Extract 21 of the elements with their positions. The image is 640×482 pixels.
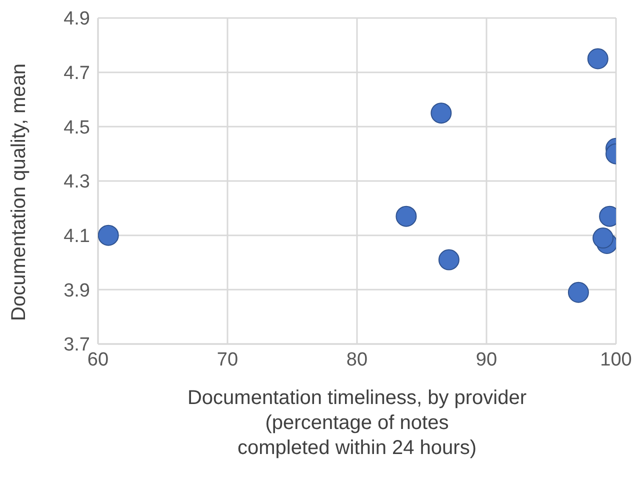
point — [98, 224, 119, 246]
x-tick-label: 70 — [216, 349, 238, 370]
point — [587, 48, 608, 70]
x-axis-title: Documentation timeliness, by provider (percentage of notes completed within 24 hours) — [187, 387, 527, 459]
point — [438, 249, 460, 270]
point — [430, 102, 452, 124]
point — [568, 282, 589, 303]
x-tick-label: 100 — [600, 349, 632, 370]
y-tick-label: 4.9 — [64, 8, 90, 30]
y-tick-label: 4.1 — [64, 226, 90, 248]
y-tick-label: 3.7 — [64, 334, 90, 356]
y-tick-label: 3.9 — [64, 280, 90, 302]
point — [396, 206, 417, 227]
x-tick-label: 60 — [87, 349, 109, 370]
y-axis-title: Documentation quality, mean — [8, 63, 30, 321]
y-tick-label: 4.3 — [64, 172, 90, 193]
y-tick-label: 4.5 — [64, 117, 90, 138]
x-tick-label: 90 — [476, 349, 498, 370]
point — [592, 228, 614, 249]
x-tick-label: 80 — [346, 349, 368, 370]
y-tick-label: 4.7 — [64, 63, 90, 84]
